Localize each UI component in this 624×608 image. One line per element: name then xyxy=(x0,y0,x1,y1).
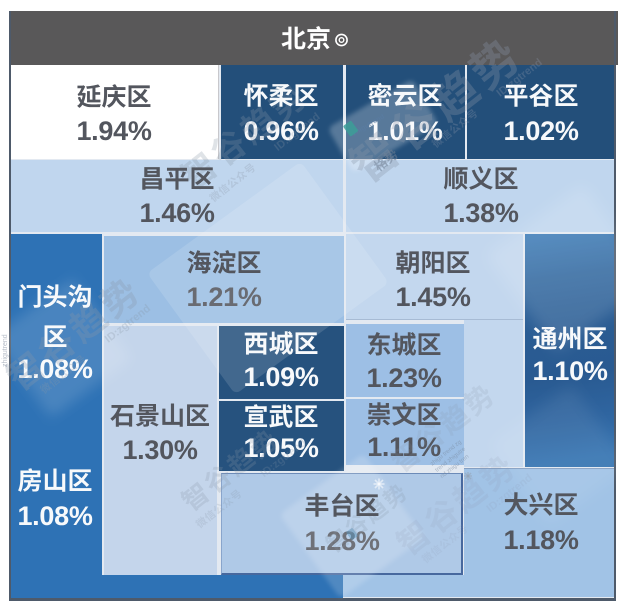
svg-text:zhigutrend: zhigutrend xyxy=(2,334,9,367)
